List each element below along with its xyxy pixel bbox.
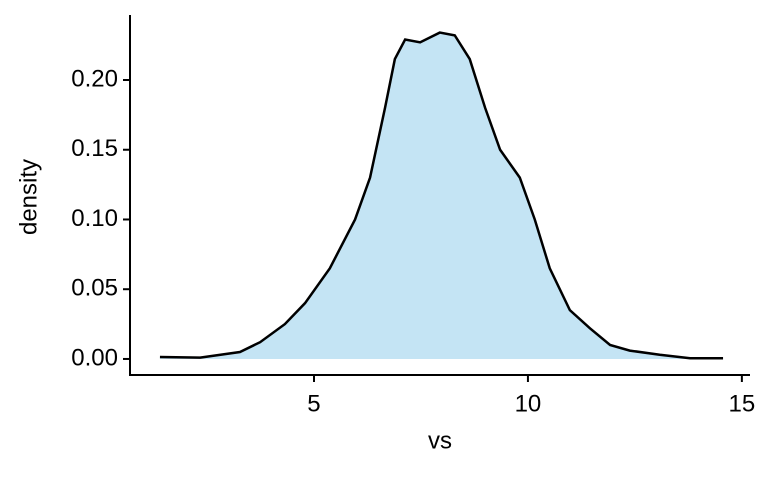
x-tick-label: 10 [515, 390, 542, 417]
x-tick-label: 15 [729, 390, 756, 417]
y-tick-label: 0.00 [71, 344, 118, 371]
y-tick-label: 0.10 [71, 205, 118, 232]
y-tick-label: 0.20 [71, 65, 118, 92]
x-axis-label: vs [428, 427, 452, 454]
density-line [159, 31, 724, 360]
y-tick-label: 0.15 [71, 135, 118, 162]
x-tick-label: 5 [307, 390, 320, 417]
y-tick-label: 0.05 [71, 275, 118, 302]
density-area [159, 32, 724, 359]
y-axis-label: density [15, 159, 42, 235]
